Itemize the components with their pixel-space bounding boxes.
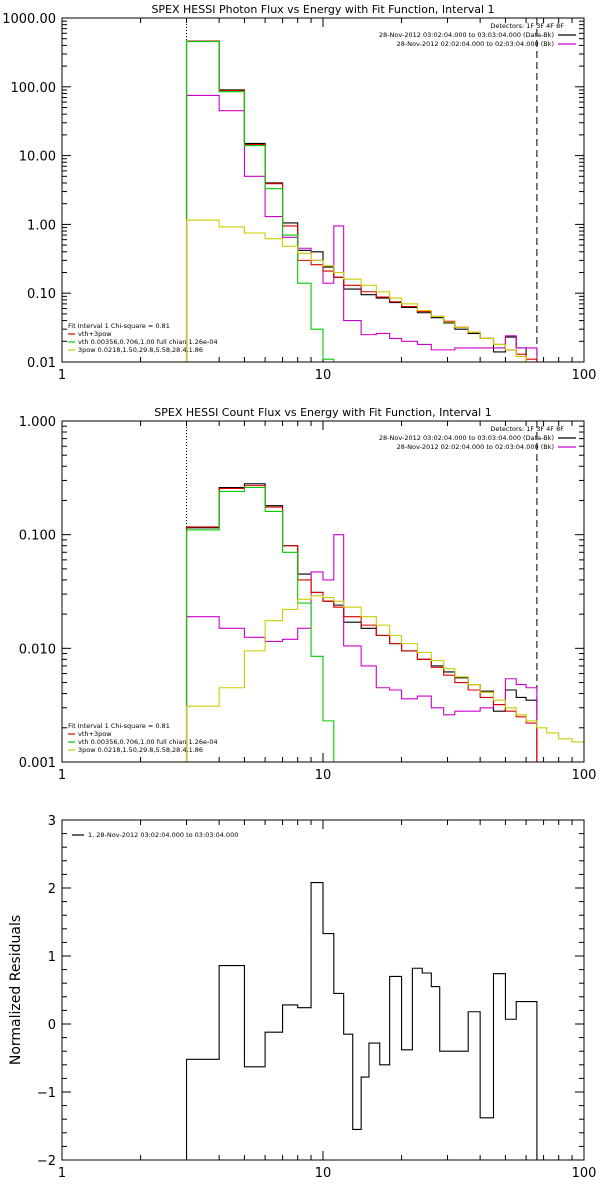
legend-entry-label: vth 0.00356,0.706,1.00 full chian 1.26e-…	[78, 738, 218, 746]
series-line-vth+3pow	[185, 40, 538, 362]
chart-title: SPEX HESSI Photon Flux vs Energy with Fi…	[151, 3, 494, 16]
photon-flux-panel: SPEX HESSI Photon Flux vs Energy with Fi…	[2, 3, 596, 383]
y-tick-label: 1	[48, 950, 56, 965]
plot-frame	[61, 420, 585, 763]
legend-fit-title: Fit Interval 1 Chi-square = 0.81	[68, 322, 170, 330]
series-line-vth	[185, 40, 335, 362]
legend-detectors-title: Detectors: 1F 3F 4F 8F	[490, 425, 564, 433]
y-tick-label: 1.00	[27, 218, 56, 233]
legend-entry-label: 3pow 0.0218,1.50,29.8,5.58,28.4,1.86	[78, 746, 203, 754]
series-group	[185, 40, 538, 362]
x-tick-label: 100	[572, 1166, 597, 1181]
axis-ticks	[61, 18, 584, 363]
series-line-histogram-1	[185, 94, 538, 362]
y-tick-label: 0.010	[19, 642, 56, 657]
legend-detectors-title: Detectors: 1F 3F 4F 8F	[490, 22, 564, 30]
legend-entry-label: 28-Nov-2012 02:02:04.000 to 02:03:04.000…	[397, 40, 554, 48]
y-tick-label: −2	[37, 1154, 56, 1169]
series-line-3pow	[185, 219, 538, 362]
legend-fit-title: Fit Interval 1 Chi-square = 0.81	[68, 722, 170, 730]
series-line-histogram-0	[185, 483, 538, 762]
residuals-panel: 1 10 100 −2 −1 0 1 2 3 Normalized Residuals 1. 28-…	[8, 814, 596, 1181]
y-tick-label: 3	[48, 814, 56, 829]
y-tick-label: 0	[48, 1018, 56, 1033]
series-line-vth+3pow	[185, 485, 538, 762]
count-flux-panel: SPEX HESSI Count Flux vs Energy with Fit…	[19, 406, 597, 783]
x-tick-label: 100	[572, 368, 597, 383]
series-group	[185, 882, 538, 1160]
series-line-histogram-1	[185, 534, 538, 762]
y-tick-label: −1	[37, 1086, 56, 1101]
series-group	[185, 483, 584, 762]
legend-entry-label: vth 0.00356,0.706,1.00 full chian 1.26e-…	[78, 338, 218, 346]
legend-entry-label: 1. 28-Nov-2012 03:02:04.000 to 03:03:04.…	[88, 831, 238, 839]
y-tick-label: 0.10	[27, 287, 56, 302]
y-tick-label: 1000.00	[2, 12, 56, 27]
legend-entry-label: 28-Nov-2012 03:02:04.000 to 03:03:04.000…	[379, 31, 554, 39]
y-tick-label: 1.000	[19, 415, 56, 430]
x-tick-label: 1	[58, 368, 66, 383]
legend-entry-label: 28-Nov-2012 02:02:04.000 to 02:03:04.000…	[397, 443, 554, 451]
y-tick-label: 0.100	[19, 529, 56, 544]
legend-entry-label: 3pow 0.0218,1.50,29.8,5.58,28.4,1.86	[78, 346, 203, 354]
x-tick-label: 1	[58, 1166, 66, 1181]
y-tick-label: 100.00	[11, 81, 57, 96]
legend-entry-label: vth+3pow	[78, 330, 112, 338]
x-tick-label: 10	[315, 768, 332, 783]
x-tick-label: 100	[572, 768, 597, 783]
chart-title: SPEX HESSI Count Flux vs Energy with Fit…	[154, 406, 491, 419]
series-line-histogram-0	[185, 40, 538, 362]
y-axis-label: Normalized Residuals	[8, 915, 24, 1065]
x-tick-label: 10	[315, 1166, 332, 1181]
series-line-3pow	[185, 595, 584, 762]
legend-entry-label: vth+3pow	[78, 730, 112, 738]
series-line-1. 28-Nov-2012 03:02:04.000 to 03:03:04.000	[185, 882, 538, 1160]
plot-frame	[61, 17, 585, 363]
y-tick-label: 2	[48, 882, 56, 897]
legend-entry-label: 28-Nov-2012 03:02:04.000 to 03:03:04.000…	[379, 434, 554, 442]
y-tick-label: 0.001	[19, 756, 56, 771]
y-tick-label: 0.01	[27, 356, 56, 371]
series-line-vth	[185, 486, 335, 762]
x-tick-label: 1	[58, 768, 66, 783]
plot-frame	[61, 819, 585, 1161]
y-tick-label: 10.00	[19, 150, 56, 165]
x-tick-label: 10	[315, 368, 332, 383]
